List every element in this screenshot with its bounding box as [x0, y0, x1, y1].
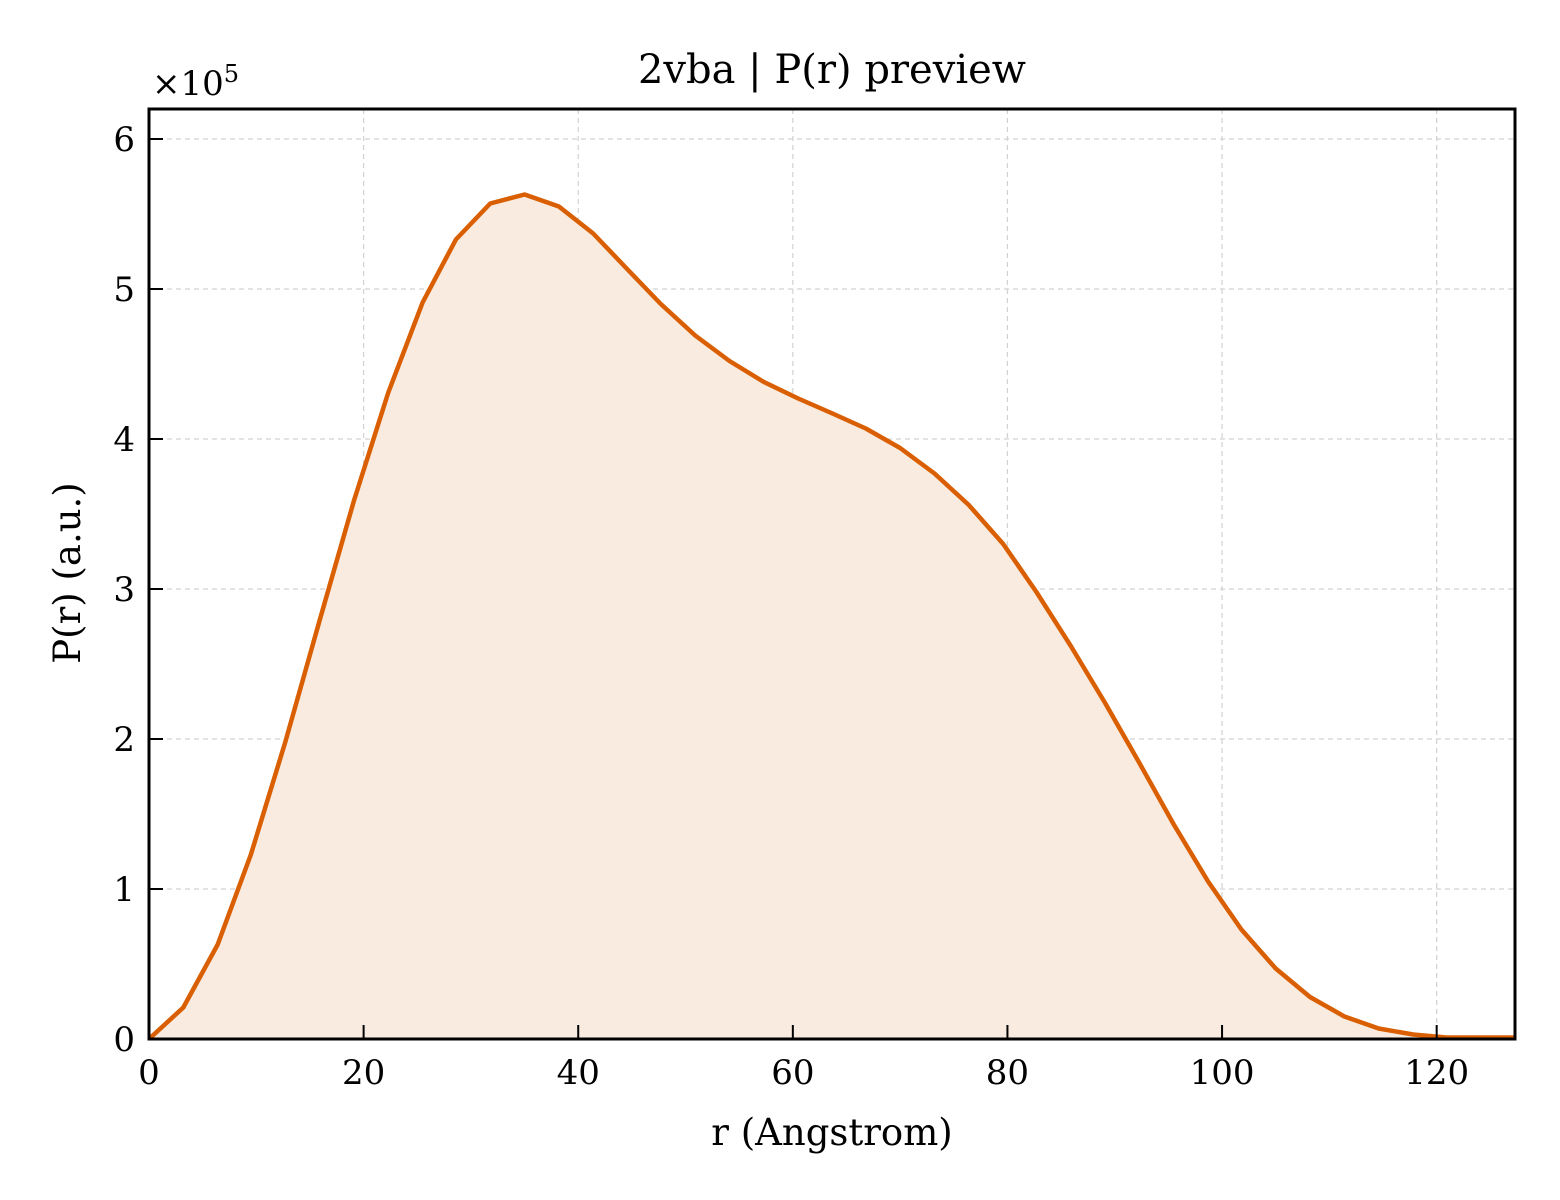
y-axis-label: P(r) (a.u.) [46, 482, 89, 664]
plot-frame [147, 107, 1517, 1041]
x-tick-label: 40 [557, 1053, 600, 1093]
y-multiplier-base: ×10 [152, 64, 224, 104]
chart-title: 2vba | P(r) preview [638, 47, 1026, 93]
y-tick-label: 0 [113, 1020, 135, 1060]
y-tick-label: 4 [113, 420, 135, 460]
x-tick-label: 60 [771, 1053, 814, 1093]
y-tick-label: 2 [113, 720, 135, 760]
series-area-fill [149, 194, 1515, 1039]
x-tick-label: 120 [1404, 1053, 1469, 1093]
x-tick-label: 80 [986, 1053, 1029, 1093]
x-axis-label: r (Angstrom) [711, 1111, 952, 1154]
y-multiplier-exponent: 5 [224, 60, 239, 88]
y-tick-label: 3 [113, 570, 135, 610]
y-multiplier: ×105 [152, 60, 239, 104]
x-tick-label: 100 [1190, 1053, 1255, 1093]
x-tick-label: 0 [138, 1053, 160, 1093]
x-tick-label: 20 [342, 1053, 385, 1093]
y-tick-label: 1 [113, 870, 135, 910]
y-tick-label: 5 [113, 270, 135, 310]
tick-labels: 0 20 40 60 80 100 120 0 1 2 3 4 5 6 [113, 120, 1469, 1093]
y-tick-label: 6 [113, 120, 135, 160]
